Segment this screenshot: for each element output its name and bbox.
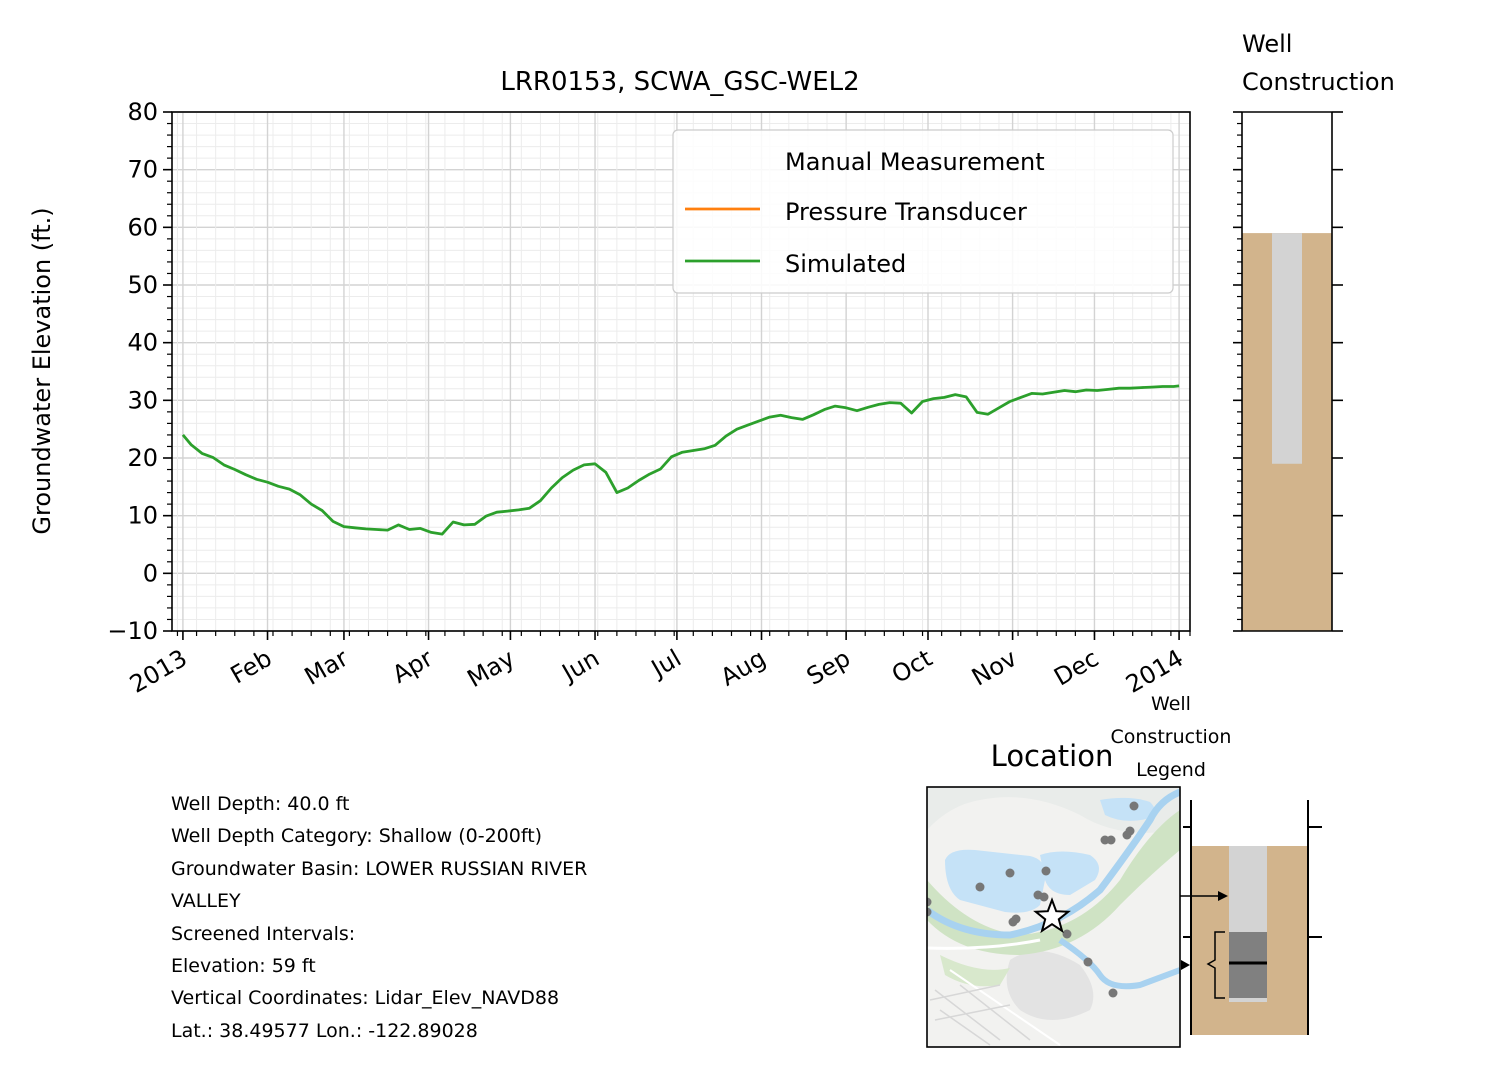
legend-label-manual: Manual Measurement	[785, 148, 1045, 176]
legend-bracket-screen	[1206, 931, 1225, 999]
map-image	[927, 787, 1180, 1047]
y-tick-label: 0	[143, 559, 158, 587]
info-elevation: Elevation: 59 ft	[171, 955, 316, 978]
x-tick-label: Aug	[716, 644, 771, 692]
y-tick-label: 50	[127, 271, 158, 299]
chart-legend: Manual Measurement Pressure Transducer S…	[672, 129, 1174, 294]
x-tick-label: Apr	[388, 644, 438, 689]
well-construction-panel: Well Construction	[1233, 30, 1395, 632]
info-basin-line1: Groundwater Basin: LOWER RUSSIAN RIVER	[171, 857, 588, 880]
x-tick-label: 2013	[125, 644, 192, 699]
location-title: Location	[991, 739, 1114, 773]
info-vertical-coords: Vertical Coordinates: Lidar_Elev_NAVD88	[171, 987, 560, 1010]
legend-frame	[672, 129, 1174, 294]
well-panel-ticks	[1233, 111, 1343, 632]
well-construction-title-line2: Construction	[1242, 68, 1395, 96]
y-axis-label: Groundwater Elevation (ft.)	[28, 207, 56, 534]
legend-label-simulated: Simulated	[785, 250, 906, 278]
location-map: Location	[926, 739, 1181, 1048]
chart-title: LRR0153, SCWA_GSC-WEL2	[500, 67, 859, 97]
x-axis: 2013 Feb Mar Apr May Jun Jul Aug Sep Oct Nov Dec 201…	[125, 631, 1191, 699]
arrowhead-icon	[1218, 891, 1228, 901]
info-well-depth: Well Depth: 40.0 ft	[171, 793, 350, 815]
x-tick-label: Jun	[556, 644, 604, 688]
y-tick-label: 70	[127, 156, 158, 184]
info-depth-category: Well Depth Category: Shallow (0-200ft)	[171, 825, 543, 848]
y-tick-label: 80	[127, 98, 158, 126]
y-tick-label: 30	[127, 386, 158, 414]
x-tick-label: Nov	[967, 644, 1022, 692]
legend-screen	[1229, 932, 1267, 998]
y-tick-label: 10	[127, 502, 158, 530]
x-tick-label: Oct	[887, 644, 937, 689]
x-tick-label: 2014	[1121, 644, 1188, 699]
x-tick-label: May	[462, 644, 519, 693]
y-tick-label: 20	[127, 444, 158, 472]
well-casing	[1272, 233, 1302, 464]
y-axis: −10 0 10 20 30 40 50 60 70 80	[107, 98, 172, 645]
legend-panel-title-line1: Well	[1151, 693, 1191, 715]
simulated-series-line	[181, 384, 1180, 536]
x-tick-label: Dec	[1049, 644, 1103, 691]
legend-panel-title-line2: Construction	[1111, 726, 1232, 748]
info-basin-line2: VALLEY	[171, 890, 241, 913]
legend-arrow-water-icon	[1181, 960, 1190, 970]
legend-label-pressure: Pressure Transducer	[785, 198, 1027, 226]
y-tick-label: 40	[127, 329, 158, 357]
well-info-text: Well Depth: 40.0 ft Well Depth Category:…	[171, 788, 587, 1047]
hydrograph-chart: LRR0153, SCWA_GSC-WEL2 −10 0 10 20 30 40 50 60 7…	[28, 67, 1191, 699]
y-tick-label: −10	[107, 617, 158, 645]
x-tick-label: Sep	[802, 644, 855, 691]
info-latlon: Lat.: 38.49577 Lon.: -122.89028	[171, 1019, 478, 1042]
x-tick-label: Jul	[645, 644, 686, 684]
well-location-star-icon	[1033, 897, 1071, 934]
x-tick-label: Feb	[226, 644, 277, 689]
info-screened: Screened Intervals:	[171, 922, 356, 945]
plot-frame	[171, 111, 1191, 632]
y-tick-label: 60	[127, 213, 158, 241]
well-construction-legend: Well Construction Legend	[1111, 693, 1322, 1035]
legend-panel-title-line3: Legend	[1136, 759, 1206, 781]
well-construction-title-line1: Well	[1242, 30, 1292, 58]
plot-lines	[181, 384, 1180, 536]
map-frame	[926, 786, 1181, 1048]
x-tick-label: Mar	[300, 644, 353, 691]
